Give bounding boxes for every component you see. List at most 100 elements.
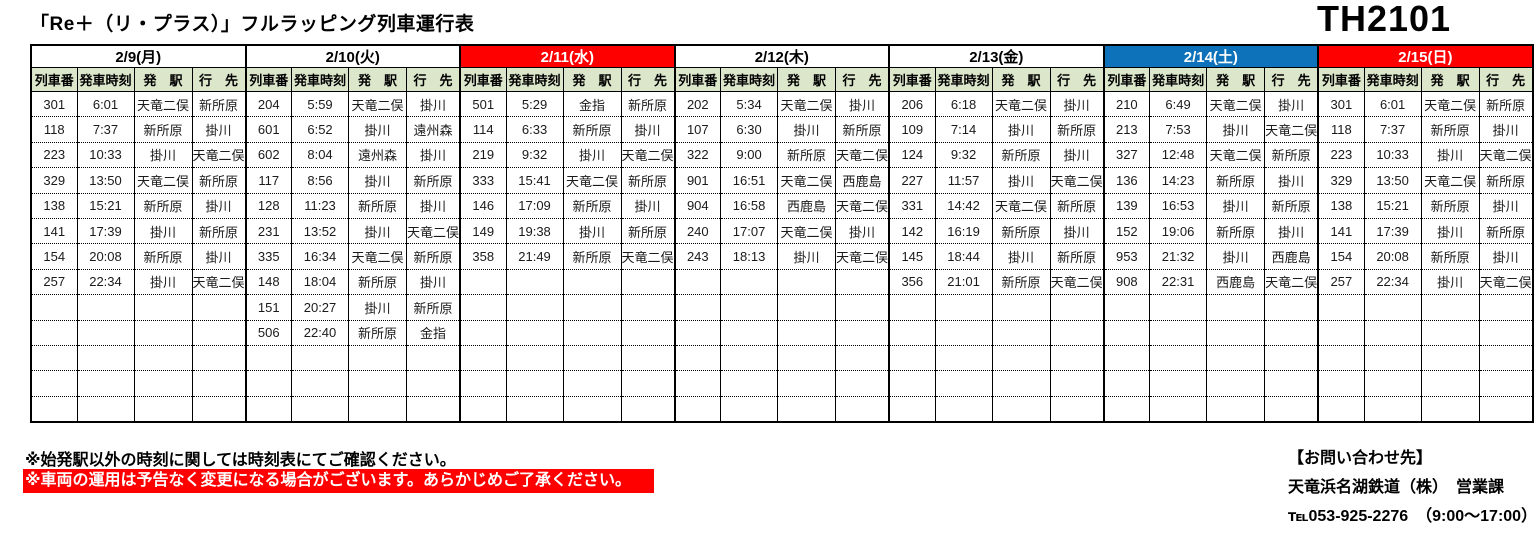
dep-station-cell: 金指 [562, 91, 622, 118]
dep-time-cell [934, 396, 993, 422]
train-no-cell: 141 [30, 218, 77, 245]
dep-station-cell [1420, 370, 1480, 397]
dep-time-cell: 16:53 [1149, 193, 1207, 219]
dep-time-cell [1363, 294, 1422, 321]
dep-time-cell [934, 320, 993, 346]
train-no-cell [244, 345, 292, 372]
dep-time-cell: 6:01 [1363, 91, 1422, 118]
dep-station-cell: 天竜二俣 [1420, 91, 1480, 118]
dep-station-cell: 新所原 [348, 269, 407, 296]
train-no-cell: 145 [888, 243, 936, 270]
dest-station-cell [835, 396, 890, 422]
train-no-cell [244, 396, 292, 422]
train-no-cell [673, 320, 721, 346]
dep-station-cell [133, 396, 192, 422]
dep-time-cell [76, 345, 134, 372]
train-no-cell: 327 [1102, 142, 1150, 169]
dep-station-cell: 天竜二俣 [348, 91, 407, 118]
dep-time-cell [505, 269, 564, 296]
dep-time-cell: 7:53 [1149, 116, 1207, 143]
dep-station-cell [562, 396, 622, 422]
dest-station-cell: 新所原 [191, 218, 246, 245]
train-no-cell: 322 [673, 142, 721, 169]
train-no-cell: 114 [459, 116, 507, 143]
train-no-cell [459, 320, 507, 346]
dep-station-cell: 新所原 [133, 243, 192, 270]
train-no-cell [1102, 370, 1150, 397]
dep-time-cell [720, 320, 778, 346]
dest-station-cell: 掛川 [406, 142, 461, 169]
dep-station-cell: 掛川 [777, 243, 836, 270]
train-no-cell [244, 370, 292, 397]
dep-station-cell: 新所原 [562, 193, 622, 219]
dest-station-cell: 天竜二俣 [835, 142, 890, 169]
dest-station-cell [1478, 294, 1533, 321]
column-header-cell: 行 先 [1049, 67, 1104, 92]
dep-station-cell [777, 396, 836, 422]
train-no-cell [30, 320, 77, 346]
table-row: 141 17:39 掛川 新所原 231 13:52 掛川 天竜二俣 149 19:38 掛川 新所原… [30, 218, 1533, 245]
dep-time-cell [76, 320, 134, 346]
dest-station-cell: 天竜二俣 [406, 218, 461, 245]
dep-station-cell: 新所原 [133, 193, 192, 219]
table-row: 151 20:27 掛川 新所原 [30, 294, 1533, 321]
dest-station-cell [1049, 294, 1104, 321]
table-row: 223 10:33 掛川 天竜二俣 602 8:04 遠州森 掛川 219 9:32 掛川 天竜二俣 3… [30, 142, 1533, 169]
train-no-cell [459, 370, 507, 397]
dep-station-cell [1206, 345, 1265, 372]
dep-time-cell: 7:37 [76, 116, 134, 143]
dep-station-cell [777, 370, 836, 397]
train-no-cell: 152 [1102, 218, 1150, 245]
dep-time-cell [1149, 320, 1207, 346]
dest-station-cell [191, 320, 246, 346]
dest-station-cell [1264, 294, 1319, 321]
page-title: 「Re＋（リ・プラス）」フルラッピング列車運行表 [30, 14, 475, 35]
dest-station-cell: 新所原 [1049, 193, 1104, 219]
dep-time-cell [505, 294, 564, 321]
train-no-cell: 223 [30, 142, 77, 169]
dep-time-cell: 18:04 [291, 269, 349, 296]
dest-station-cell: 天竜二俣 [1049, 167, 1104, 194]
train-no-cell [30, 345, 77, 372]
train-no-cell: 118 [30, 116, 77, 143]
column-header-cell: 発 駅 [348, 67, 407, 92]
day-header-cell: 2/12(木) [673, 45, 890, 68]
column-header-cell: 発 駅 [1206, 67, 1265, 92]
dep-time-cell: 6:52 [291, 116, 349, 143]
dest-station-cell: 天竜二俣 [191, 142, 246, 169]
dep-time-cell: 19:06 [1149, 218, 1207, 245]
dest-station-cell: 新所原 [835, 116, 890, 143]
dest-station-cell [1049, 345, 1104, 372]
train-no-cell: 257 [30, 269, 77, 296]
train-no-cell: 301 [30, 91, 77, 118]
dep-station-cell: 天竜二俣 [1206, 91, 1265, 118]
dep-station-cell [1420, 294, 1480, 321]
train-no-cell: 231 [244, 218, 292, 245]
dep-time-cell: 7:37 [1363, 116, 1422, 143]
dep-station-cell: 新所原 [1206, 218, 1265, 245]
dest-station-cell: 天竜二俣 [191, 269, 246, 296]
note-timetable-check: ※始発駅以外の時刻に関しては時刻表にてご確認ください。 [25, 452, 456, 469]
train-no-cell: 301 [1317, 91, 1365, 118]
dest-station-cell: 新所原 [406, 294, 461, 321]
dep-station-cell: 掛川 [991, 116, 1051, 143]
train-no-cell: 240 [673, 218, 721, 245]
train-no-cell: 142 [888, 218, 936, 245]
dep-time-cell: 13:52 [291, 218, 349, 245]
dest-station-cell: 掛川 [1478, 193, 1533, 219]
dep-time-cell: 12:48 [1149, 142, 1207, 169]
dep-time-cell: 7:14 [934, 116, 993, 143]
dep-station-cell [562, 320, 622, 346]
dest-station-cell [835, 370, 890, 397]
train-no-cell [1102, 345, 1150, 372]
dep-time-cell: 22:40 [291, 320, 349, 346]
schedule-wrap: 2/9(月) 2/10(火) 2/11(水) 2/12(木) 2/13(金) 2/14(土… [30, 44, 1534, 423]
column-header-cell: 行 先 [620, 67, 675, 92]
dest-station-cell: 掛川 [191, 193, 246, 219]
train-no-cell: 329 [30, 167, 77, 194]
dest-station-cell: 掛川 [1264, 91, 1319, 118]
dep-station-cell [133, 294, 192, 321]
dep-station-cell [991, 320, 1051, 346]
dep-time-cell [505, 345, 564, 372]
dep-time-cell [505, 396, 564, 422]
